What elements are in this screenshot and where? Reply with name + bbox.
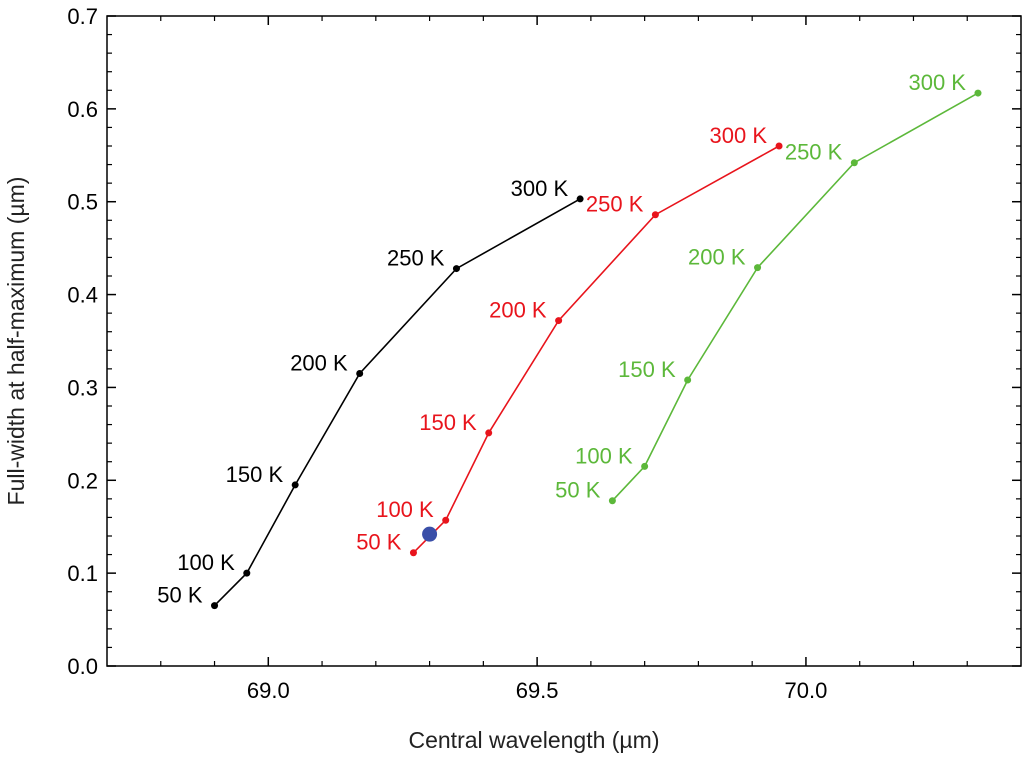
point-label: 50 K — [356, 530, 402, 555]
x-tick-label: 70.0 — [785, 678, 828, 703]
point-label: 100 K — [376, 497, 434, 522]
plot-frame — [106, 15, 1022, 667]
point-label: 200 K — [688, 245, 746, 270]
point-label: 300 K — [908, 70, 966, 95]
data-point — [651, 211, 659, 219]
y-tick-label: 0.3 — [67, 375, 98, 400]
series-0: 50 K 100 K 150 K 200 K 250 K 300 K — [157, 176, 584, 610]
data-point — [452, 265, 460, 273]
x-tick-label: 69.5 — [516, 678, 559, 703]
data-point — [291, 481, 299, 489]
point-label: 250 K — [387, 246, 445, 271]
point-label: 50 K — [157, 583, 203, 608]
point-label: 150 K — [419, 410, 477, 435]
ticks: 69.0 69.5 70.0 0.0 0.1 0.2 0.3 0.4 0.5 0.6 0.7 — [67, 4, 1021, 703]
x-tick-label: 69.0 — [247, 678, 290, 703]
data-point — [243, 569, 251, 577]
x-axis-title: Central wavelength (µm) — [408, 727, 659, 753]
y-axis-title: Full-width at half-maximum (µm) — [3, 177, 29, 506]
highlight-point — [422, 526, 438, 542]
y-tick-label: 0.4 — [67, 283, 98, 308]
data-point — [576, 195, 584, 203]
data-point — [555, 317, 563, 325]
data-point — [442, 516, 450, 524]
data-point — [974, 89, 982, 97]
data-point — [409, 549, 417, 557]
y-tick-label: 0.0 — [67, 654, 98, 679]
y-tick-label: 0.2 — [67, 468, 98, 493]
data-point — [356, 370, 364, 377]
series-line — [611, 92, 979, 502]
point-label: 150 K — [618, 357, 676, 382]
y-tick-label: 0.6 — [67, 97, 98, 122]
data-point — [641, 462, 649, 470]
series-layer: 50 K 100 K 150 K 200 K 250 K 300 K 50 K 100 K 15… — [157, 70, 982, 610]
series-line — [412, 145, 780, 554]
point-label: 250 K — [586, 192, 644, 217]
y-tick-label: 0.5 — [67, 190, 98, 215]
data-point — [850, 159, 858, 167]
point-label: 300 K — [511, 176, 569, 201]
series-1: 50 K 100 K 150 K 200 K 250 K 300 K — [356, 123, 783, 557]
data-point — [485, 429, 493, 437]
data-point — [775, 142, 783, 150]
point-label: 300 K — [710, 123, 768, 148]
point-label: 150 K — [226, 462, 284, 487]
data-point — [211, 602, 219, 610]
data-point — [684, 376, 692, 384]
y-tick-label: 0.1 — [67, 561, 98, 586]
point-label: 100 K — [575, 443, 633, 468]
y-tick-label: 0.7 — [67, 4, 98, 29]
point-label: 200 K — [489, 298, 547, 323]
point-label: 250 K — [785, 140, 843, 165]
point-label: 50 K — [555, 478, 601, 503]
series-2: 50 K 100 K 150 K 200 K 250 K 300 K — [555, 70, 982, 505]
point-label: 200 K — [290, 351, 348, 376]
data-point — [754, 264, 762, 272]
point-label: 100 K — [177, 550, 235, 575]
data-point — [608, 497, 616, 505]
series-line — [213, 198, 581, 607]
